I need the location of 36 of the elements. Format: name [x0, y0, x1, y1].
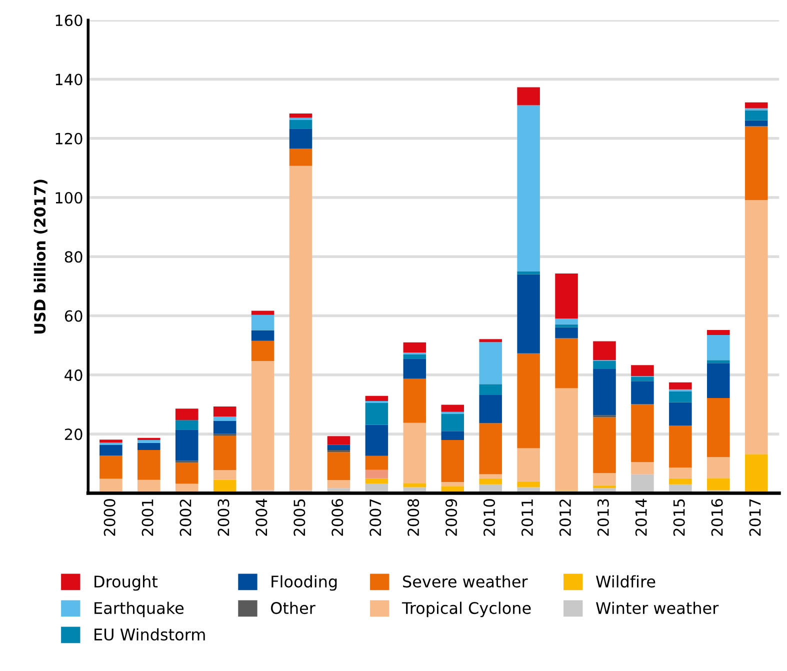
x-tick-label: 2007 — [370, 499, 382, 536]
x-tick-label: 2006 — [332, 499, 344, 536]
x-tick-label: 2004 — [256, 498, 268, 536]
x-tick-label: 2009 — [445, 499, 458, 536]
x-tick-label: 2015 — [673, 499, 685, 536]
y-tick-label: 20 — [64, 428, 82, 440]
legend-label: Drought — [94, 575, 158, 591]
y-tick-label: 60 — [64, 310, 82, 322]
legend-label: Wildfire — [596, 575, 656, 588]
x-tick-label: 2000 — [104, 499, 116, 536]
x-tick-label: 2008 — [408, 499, 420, 536]
legend-label: Tropical Cyclone — [402, 602, 531, 618]
y-tick-label: 80 — [64, 251, 82, 263]
y-tick-label: 160 — [56, 14, 82, 26]
legend-label: Winter weather — [596, 602, 719, 614]
x-tick-label: 2012 — [559, 500, 571, 536]
y-tick-label: 120 — [56, 132, 82, 144]
x-tick-label: 2003 — [218, 499, 230, 536]
legend-label: Earthquake — [94, 602, 184, 618]
x-tick-label: 2014 — [635, 498, 647, 536]
x-tick-label: 2001 — [142, 499, 154, 536]
x-tick-label: 2002 — [180, 500, 192, 536]
legend-label: Severe weather — [403, 575, 528, 588]
x-tick-label: 2016 — [711, 499, 723, 536]
legend-label: Other — [270, 602, 316, 614]
x-tick-label: 2011 — [521, 499, 533, 536]
y-tick-label: 140 — [56, 74, 82, 86]
x-tick-label: 2017 — [749, 499, 761, 536]
x-tick-label: 2013 — [597, 499, 609, 536]
x-tick-label: 2010 — [483, 499, 496, 536]
y-tick-label: 40 — [64, 369, 82, 381]
x-tick-label: 2005 — [294, 499, 306, 536]
y-axis-title: USD billion (2017) — [34, 180, 48, 334]
y-tick-label: 100 — [56, 192, 82, 204]
legend-label: Flooding — [272, 575, 337, 591]
legend-label: EU Windstorm — [94, 628, 205, 641]
